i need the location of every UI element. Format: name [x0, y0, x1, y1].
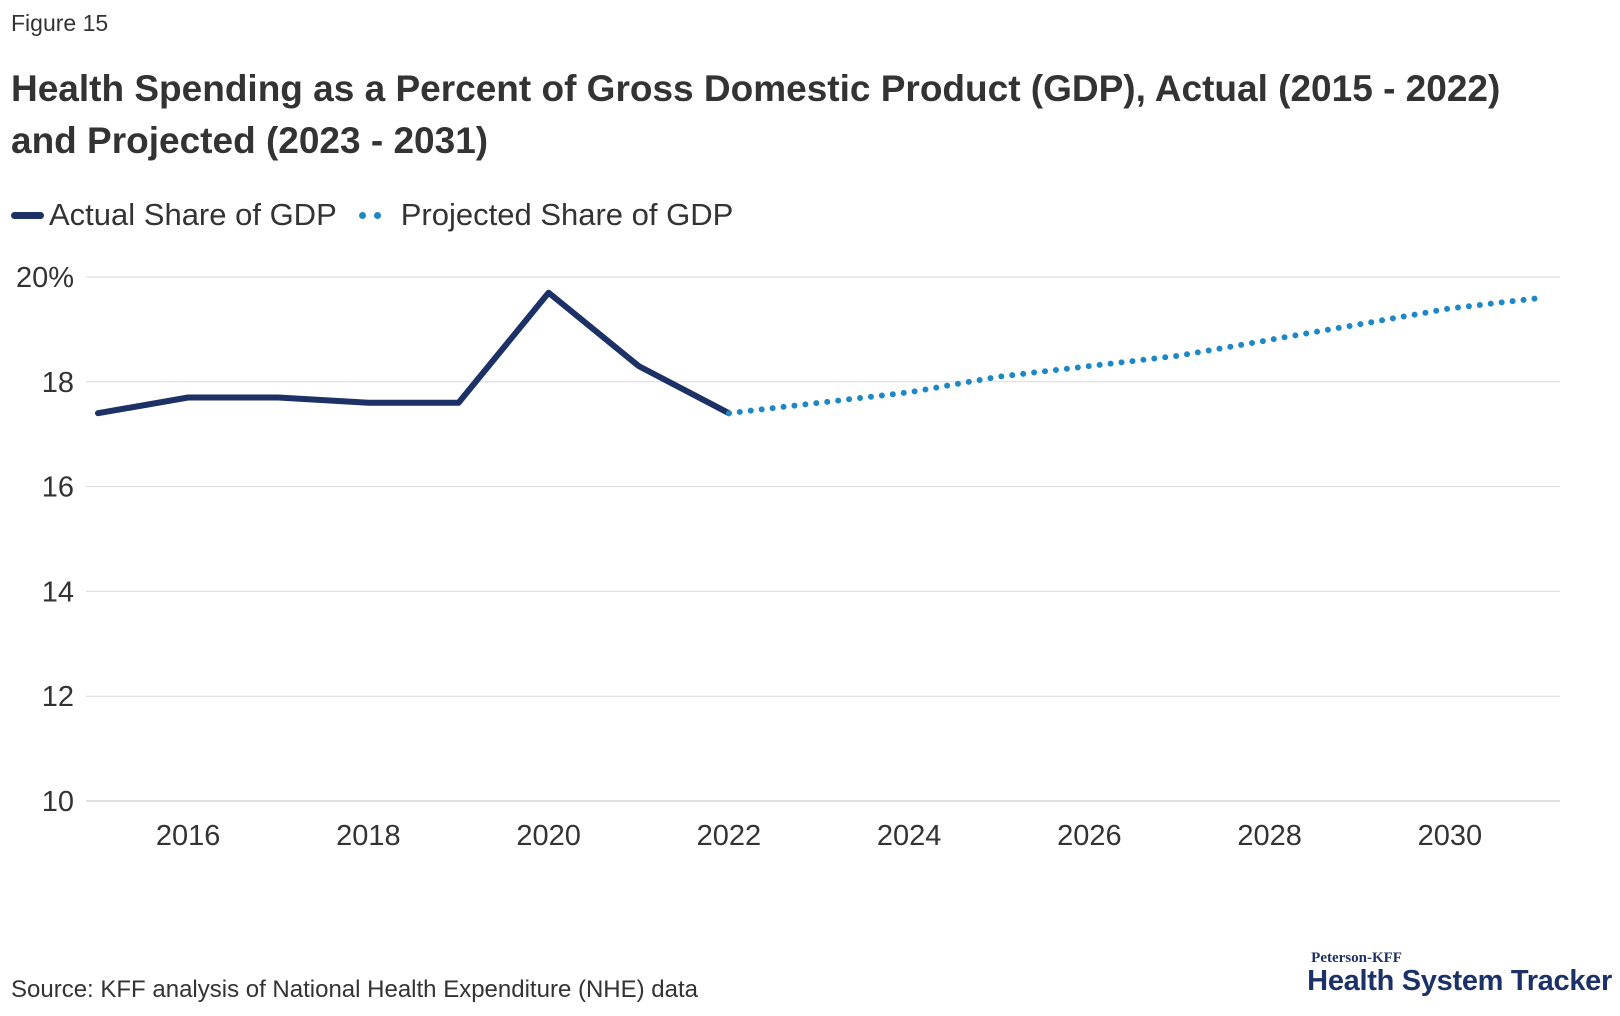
legend-label-actual: Actual Share of GDP	[49, 197, 337, 232]
y-axis-ticks: 10 12 14 16 18 20%	[16, 262, 74, 818]
legend-swatch-actual	[11, 211, 44, 219]
legend-swatch-projected	[358, 211, 389, 219]
y-tick-label-20: 20%	[16, 262, 74, 294]
gridlines	[86, 276, 1560, 802]
x-tick-label-2018: 2018	[336, 820, 401, 852]
x-tick-label-2022: 2022	[697, 820, 762, 852]
brand-logo: Peterson-KFF Health System Tracker	[1307, 950, 1612, 998]
source-note: Source: KFF analysis of National Health …	[11, 976, 698, 1003]
x-tick-label-2030: 2030	[1418, 820, 1483, 852]
figure-label: Figure 15	[11, 10, 109, 36]
brand-top-text: Peterson-KFF	[1311, 950, 1402, 966]
chart-legend: Actual Share of GDP Projected Share of G…	[11, 195, 755, 235]
legend-label-projected: Projected Share of GDP	[400, 197, 734, 232]
series-line-actual	[95, 289, 732, 417]
series-line-projected	[725, 295, 1543, 417]
x-axis-ticks: 2016 2018 2020 2022 2024 2026 2028 2030	[156, 820, 1482, 852]
x-tick-label-2028: 2028	[1237, 820, 1302, 852]
x-tick-label-2026: 2026	[1057, 820, 1122, 852]
y-tick-label-14: 14	[42, 576, 74, 608]
x-tick-label-2020: 2020	[516, 820, 581, 852]
x-tick-label-2016: 2016	[156, 820, 221, 852]
x-tick-label-2024: 2024	[877, 820, 942, 852]
legend-item-actual[interactable]: Actual Share of GDP	[11, 197, 337, 233]
y-tick-label-12: 12	[42, 681, 74, 713]
brand-main-text: Health System Tracker	[1307, 965, 1612, 997]
chart-title: Health Spending as a Percent of Gross Do…	[11, 68, 1501, 161]
series-lines	[95, 289, 1543, 417]
y-tick-label-16: 16	[42, 472, 74, 504]
y-tick-label-10: 10	[42, 786, 74, 818]
legend-item-projected[interactable]: Projected Share of GDP	[358, 197, 734, 233]
y-tick-label-18: 18	[42, 367, 74, 399]
